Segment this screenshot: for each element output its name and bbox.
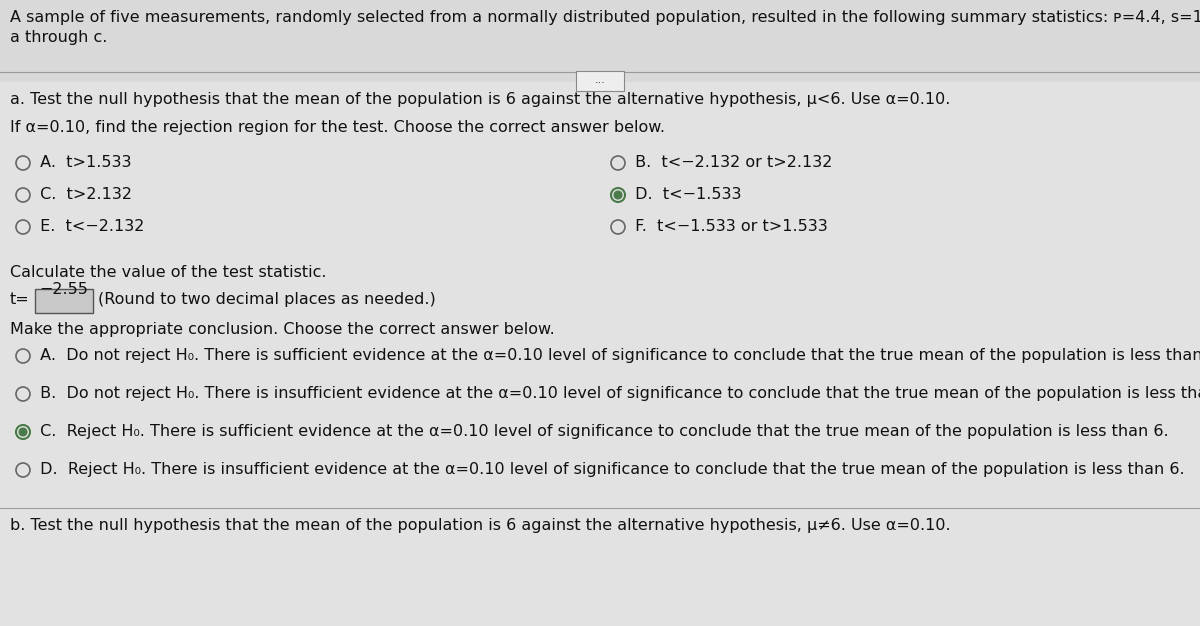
Text: D.  t<−1.533: D. t<−1.533 bbox=[630, 187, 742, 202]
Text: B.  t<−2.132 or t>2.132: B. t<−2.132 or t>2.132 bbox=[630, 155, 833, 170]
FancyBboxPatch shape bbox=[35, 289, 94, 313]
FancyBboxPatch shape bbox=[0, 82, 1200, 626]
Text: Calculate the value of the test statistic.: Calculate the value of the test statisti… bbox=[10, 265, 326, 280]
FancyBboxPatch shape bbox=[576, 71, 624, 91]
Circle shape bbox=[614, 191, 622, 199]
Text: Make the appropriate conclusion. Choose the correct answer below.: Make the appropriate conclusion. Choose … bbox=[10, 322, 554, 337]
Text: ...: ... bbox=[594, 75, 606, 85]
Text: (Round to two decimal places as needed.): (Round to two decimal places as needed.) bbox=[98, 292, 436, 307]
Text: If α=0.10, find the rejection region for the test. Choose the correct answer bel: If α=0.10, find the rejection region for… bbox=[10, 120, 665, 135]
Text: C.  Reject H₀. There is sufficient evidence at the α=0.10 level of significance : C. Reject H₀. There is sufficient eviden… bbox=[35, 424, 1169, 439]
Text: a. Test the null hypothesis that the mean of the population is 6 against the alt: a. Test the null hypothesis that the mea… bbox=[10, 92, 950, 107]
Text: A sample of five measurements, randomly selected from a normally distributed pop: A sample of five measurements, randomly … bbox=[10, 10, 1200, 25]
Text: F.  t<−1.533 or t>1.533: F. t<−1.533 or t>1.533 bbox=[630, 219, 828, 234]
Text: −2.55: −2.55 bbox=[40, 282, 89, 297]
Text: A.  t>1.533: A. t>1.533 bbox=[35, 155, 132, 170]
Text: B.  Do not reject H₀. There is insufficient evidence at the α=0.10 level of sign: B. Do not reject H₀. There is insufficie… bbox=[35, 386, 1200, 401]
Circle shape bbox=[19, 428, 26, 436]
FancyBboxPatch shape bbox=[0, 0, 1200, 80]
Text: E.  t<−2.132: E. t<−2.132 bbox=[35, 219, 144, 234]
Text: b. Test the null hypothesis that the mean of the population is 6 against the alt: b. Test the null hypothesis that the mea… bbox=[10, 518, 950, 533]
Text: D.  Reject H₀. There is insufficient evidence at the α=0.10 level of significanc: D. Reject H₀. There is insufficient evid… bbox=[35, 462, 1184, 477]
Text: C.  t>2.132: C. t>2.132 bbox=[35, 187, 132, 202]
Text: A.  Do not reject H₀. There is sufficient evidence at the α=0.10 level of signif: A. Do not reject H₀. There is sufficient… bbox=[35, 348, 1200, 363]
Text: t=: t= bbox=[10, 292, 30, 307]
Text: a through c.: a through c. bbox=[10, 30, 107, 45]
